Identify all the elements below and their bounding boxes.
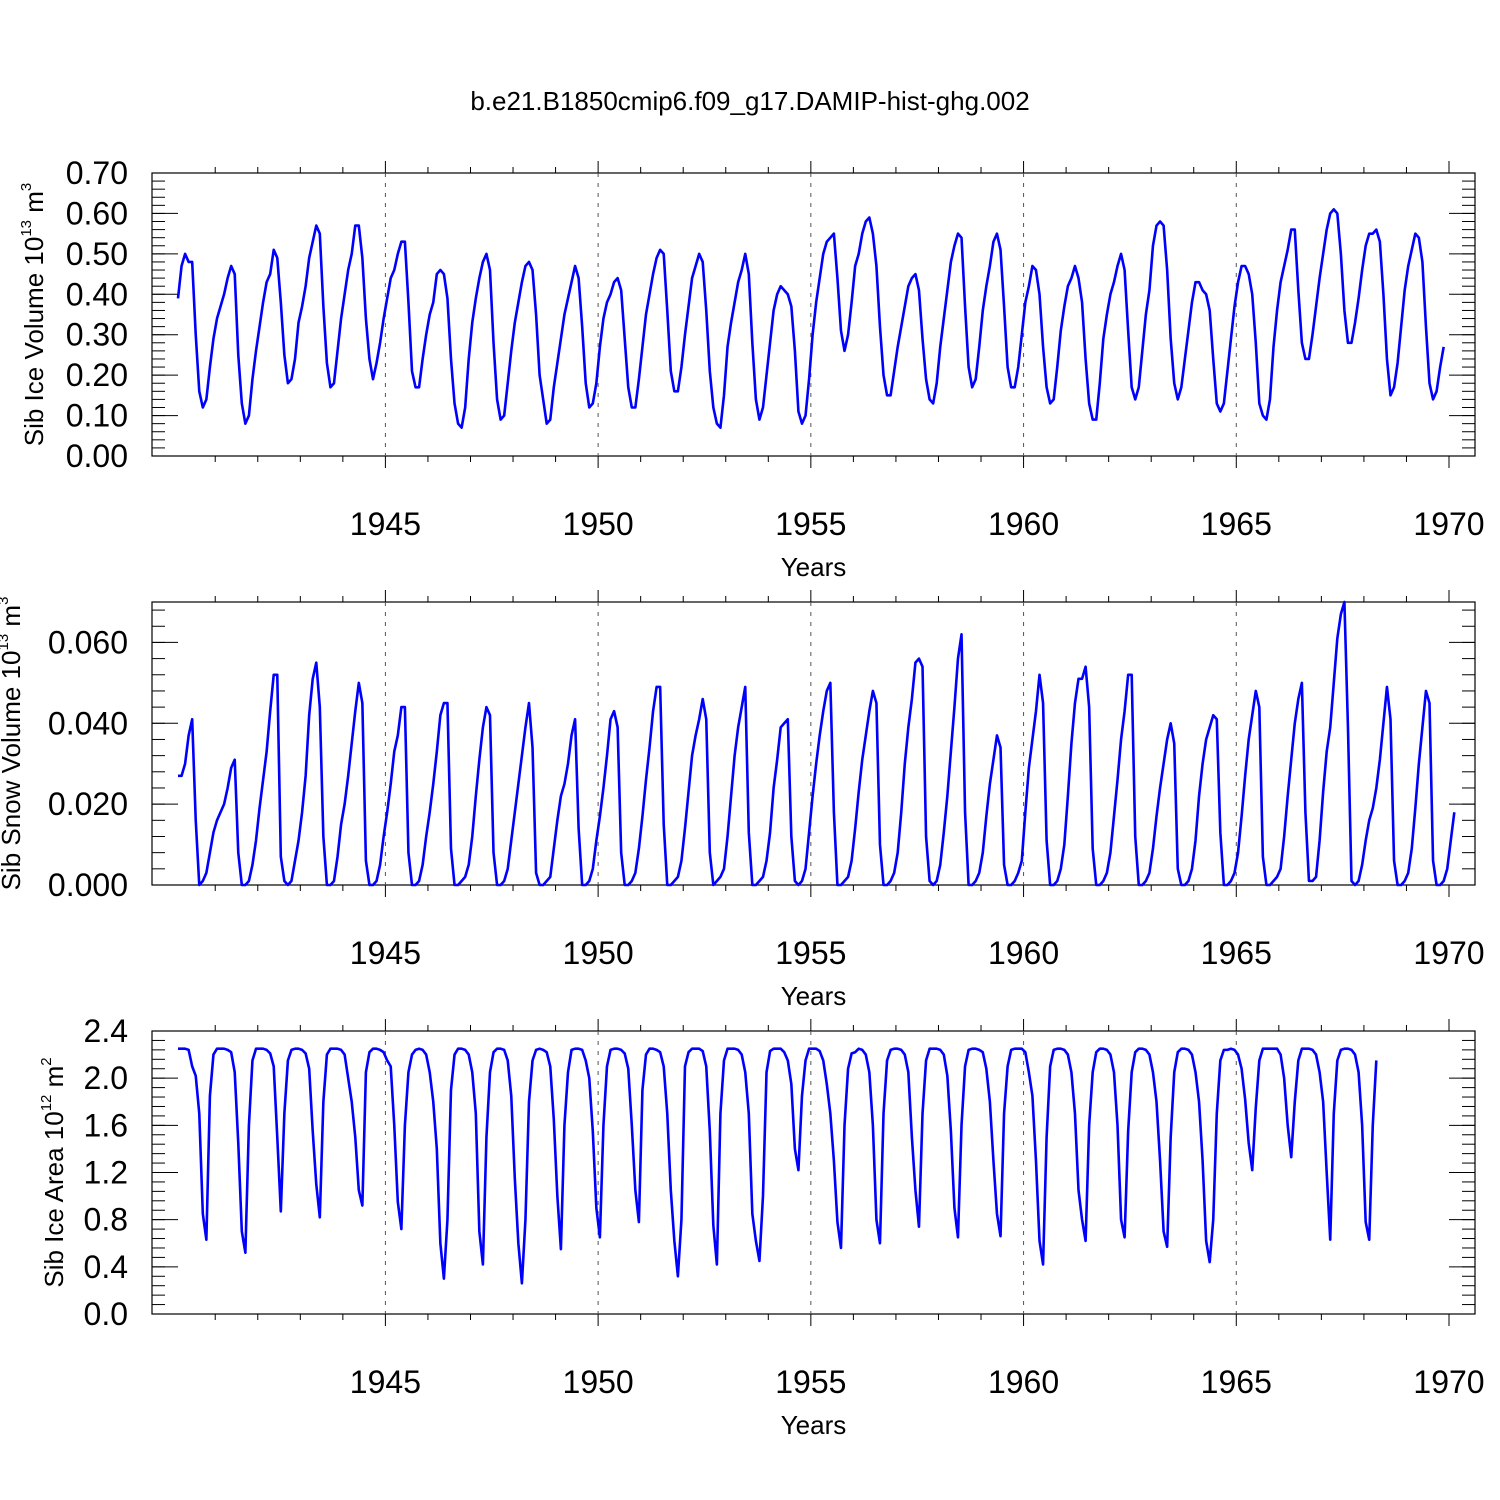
y-label-text: Sib Ice Area 10	[39, 1111, 69, 1287]
x-tick-label: 1960	[988, 506, 1059, 542]
x-tick-label: 1970	[1413, 506, 1484, 542]
x-tick-label: 1945	[350, 506, 421, 542]
y-tick-label: 2.0	[84, 1060, 128, 1096]
panels: 0.00 0.10 0.20 0.30 0.40 0.50 0.60 0.70 1945 1950…	[0, 155, 1485, 1440]
y-label-unit-exponent: 3	[18, 183, 35, 191]
plot-frame	[151, 1030, 1476, 1315]
series-line	[178, 1047, 1378, 1285]
y-axis-label: Sib Ice Volume 1013 m3	[18, 183, 49, 447]
panel-1: 0.00 0.10 0.20 0.30 0.40 0.50 0.60 0.70 1945 1950…	[18, 155, 1485, 582]
y-tick-label: 0.060	[48, 624, 128, 660]
plot-frame	[151, 601, 1476, 886]
x-tick-label: 1960	[988, 935, 1059, 971]
series-line	[176, 208, 1445, 430]
y-tick-label: 0.30	[66, 317, 128, 353]
y-tick-label: 0.20	[66, 357, 128, 393]
x-tick-label: 1945	[350, 935, 421, 971]
y-tick-label: 0.000	[48, 867, 128, 903]
x-tick-label: 1955	[775, 1364, 846, 1400]
plot-frame	[151, 172, 1476, 457]
y-label-exponent: 12	[38, 1095, 55, 1112]
y-tick-label: 0.50	[66, 236, 128, 272]
y-tick-label: 1.6	[84, 1107, 128, 1143]
x-tick-label: 1965	[1201, 506, 1272, 542]
x-tick-label: 1955	[775, 506, 846, 542]
y-label-text: Sib Snow Volume 10	[0, 650, 26, 890]
panel-2: 0.000 0.020 0.040 0.060 1945 1950 1955 1960 1965…	[0, 590, 1485, 1011]
y-label-unit: m	[39, 1066, 69, 1095]
y-tick-label: 0.8	[84, 1202, 128, 1238]
x-tick-label: 1945	[350, 1364, 421, 1400]
y-tick-label: 0.040	[48, 705, 128, 741]
y-tick-label: 0.70	[66, 155, 128, 191]
y-tick-label: 0.60	[66, 195, 128, 231]
y-label-unit-exponent: 2	[38, 1057, 55, 1065]
x-tick-label: 1970	[1413, 1364, 1484, 1400]
y-tick-label: 0.4	[84, 1249, 128, 1285]
y-label-text: Sib Ice Volume 10	[19, 237, 49, 447]
y-tick-label: 2.4	[84, 1013, 128, 1049]
x-axis-label: Years	[781, 1410, 847, 1440]
x-axis-label: Years	[781, 981, 847, 1011]
y-label-unit: m	[0, 605, 26, 634]
x-tick-label: 1950	[563, 1364, 634, 1400]
y-label-unit-exponent: 3	[0, 597, 12, 605]
x-tick-label: 1965	[1201, 1364, 1272, 1400]
x-axis-label: Years	[781, 552, 847, 582]
y-tick-label: 0.020	[48, 786, 128, 822]
x-tick-label: 1955	[775, 935, 846, 971]
y-axis-label: Sib Snow Volume 1013 m3	[0, 597, 26, 891]
y-label-unit: m	[19, 191, 49, 220]
y-tick-label: 0.0	[84, 1296, 128, 1332]
y-axis-label: Sib Ice Area 1012 m2	[38, 1057, 69, 1287]
x-tick-label: 1960	[988, 1364, 1059, 1400]
x-tick-label: 1950	[563, 935, 634, 971]
series-line	[178, 600, 1456, 887]
x-tick-label: 1950	[563, 506, 634, 542]
panel-3: 0.0 0.4 0.8 1.2 1.6 2.0 2.4 1945 1950 1955 1960 196…	[38, 1013, 1485, 1440]
x-tick-label: 1965	[1201, 935, 1272, 971]
y-tick-label: 0.10	[66, 398, 128, 434]
y-label-exponent: 13	[0, 634, 12, 651]
y-tick-label: 1.2	[84, 1155, 128, 1191]
y-tick-label: 0.00	[66, 438, 128, 474]
y-tick-label: 0.40	[66, 276, 128, 312]
y-label-exponent: 13	[18, 220, 35, 237]
x-tick-label: 1970	[1413, 935, 1484, 971]
figure-title: b.e21.B1850cmip6.f09_g17.DAMIP-hist-ghg.…	[470, 86, 1029, 116]
